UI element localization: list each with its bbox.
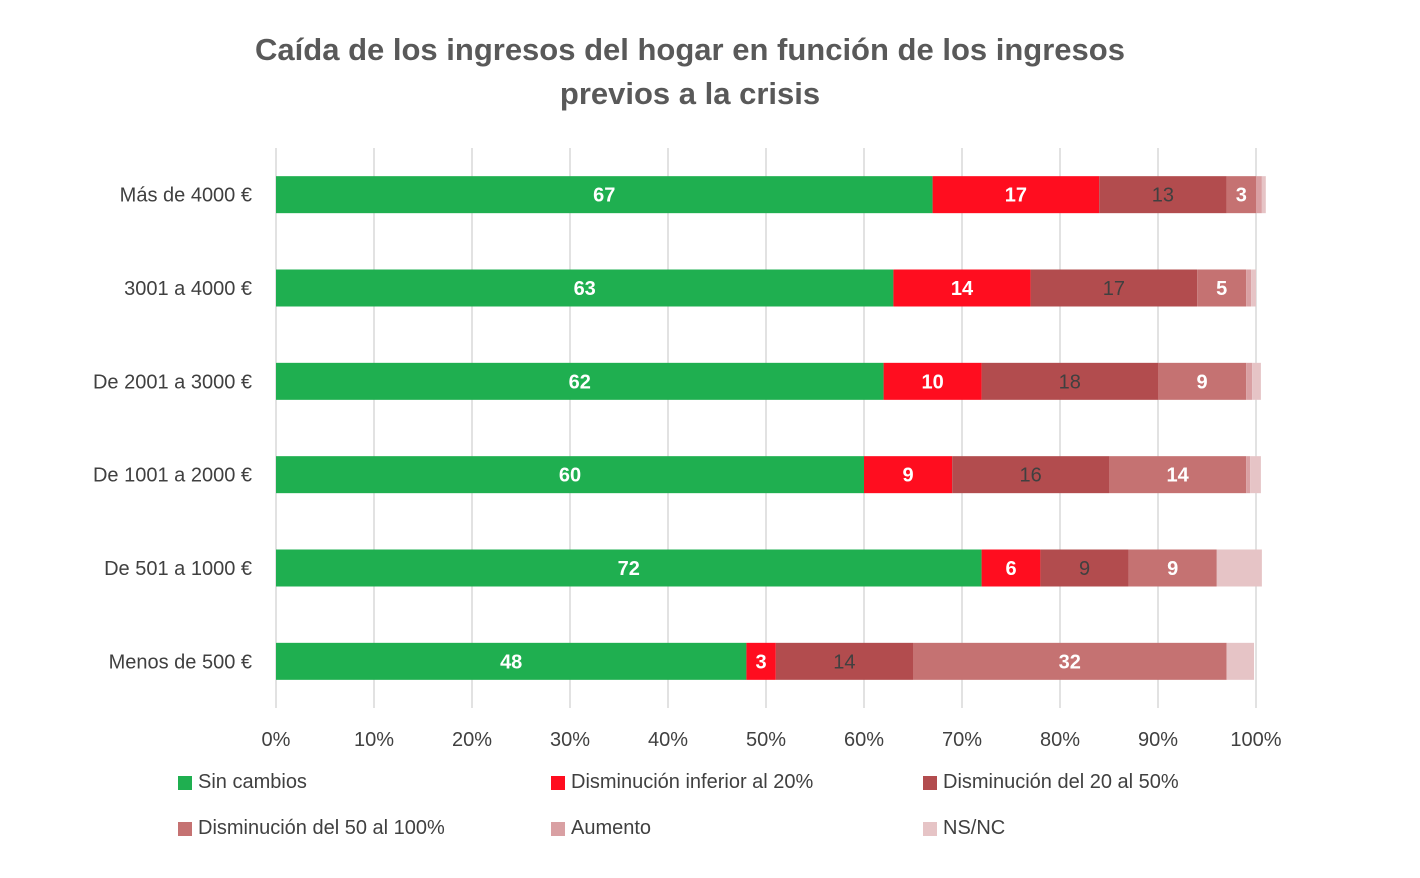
data-label: 63 <box>574 278 596 300</box>
x-tick-label: 80% <box>1040 729 1080 751</box>
chart-title-line-2: previos a la crisis <box>559 76 821 111</box>
data-label: 9 <box>1197 371 1208 393</box>
x-tick-label: 70% <box>942 729 982 751</box>
data-label: 17 <box>1005 185 1027 207</box>
data-label: 60 <box>559 465 581 487</box>
x-tick-label: 40% <box>648 729 688 751</box>
data-label: 13 <box>1152 185 1174 207</box>
data-label: 48 <box>500 651 522 673</box>
bar-segment <box>893 269 1031 307</box>
bar-segment <box>1030 269 1198 307</box>
data-label: 9 <box>903 465 914 487</box>
category-label: De 501 a 1000 € <box>104 558 252 580</box>
category-label: Más de 4000 € <box>120 185 252 207</box>
bar-segment <box>1158 362 1247 400</box>
bar-segment <box>276 642 747 680</box>
legend-label: Disminución del 50 al 100% <box>198 817 445 839</box>
legend-item: Disminución del 50 al 100% <box>178 817 445 840</box>
bar-segment <box>1251 269 1256 307</box>
bar-segment <box>1256 176 1262 214</box>
legend-label: Sin cambios <box>198 771 307 793</box>
data-label: 5 <box>1216 278 1227 300</box>
legend-swatch <box>923 775 937 790</box>
bar-segment <box>883 362 982 400</box>
legend-swatch <box>551 775 565 790</box>
x-tick-label: 90% <box>1138 729 1178 751</box>
x-tick-label: 100% <box>1230 729 1281 751</box>
bar-segment <box>1197 269 1247 307</box>
legend-label: Disminución inferior al 20% <box>571 771 814 793</box>
bar-segment <box>913 642 1227 680</box>
data-label: 9 <box>1167 558 1178 580</box>
x-tick-label: 0% <box>262 729 291 751</box>
bar-segment <box>1246 269 1252 307</box>
chart-title: Caída de los ingresos del hogar en funci… <box>0 28 1380 116</box>
legend-item: Disminución del 20 al 50% <box>923 771 1179 794</box>
x-tick-label: 50% <box>746 729 786 751</box>
bar-segment <box>1216 549 1262 587</box>
legend-swatch <box>923 821 937 836</box>
data-label: 72 <box>618 558 640 580</box>
category-label: De 2001 a 3000 € <box>93 371 252 393</box>
bar-segment <box>276 176 933 214</box>
bar-segment <box>952 456 1109 494</box>
data-label: 14 <box>951 278 974 300</box>
data-label: 67 <box>593 185 615 207</box>
data-label: 3 <box>1236 185 1247 207</box>
bar-segment <box>1246 362 1253 400</box>
bar-segment <box>276 362 884 400</box>
category-label: Menos de 500 € <box>109 651 252 673</box>
legend-label: NS/NC <box>943 817 1006 839</box>
legend-swatch <box>178 821 192 836</box>
data-label: 10 <box>921 371 943 393</box>
data-label: 14 <box>1166 465 1189 487</box>
bar-segment <box>1109 456 1247 494</box>
legend-item: Sin cambios <box>178 771 307 794</box>
x-tick-label: 60% <box>844 729 884 751</box>
bar-segment <box>1246 456 1251 494</box>
bar-segment <box>981 362 1158 400</box>
bar-segment <box>1226 642 1255 680</box>
data-label: 3 <box>756 651 767 673</box>
bar-segment <box>1099 176 1227 214</box>
chart-title-line-1: Caída de los ingresos del hogar en funci… <box>255 32 1125 67</box>
data-label: 32 <box>1059 651 1081 673</box>
x-tick-label: 10% <box>354 729 394 751</box>
bar-segment <box>932 176 1100 214</box>
bar-segment <box>746 642 776 680</box>
data-label: 16 <box>1019 465 1041 487</box>
category-label: 3001 a 4000 € <box>124 278 252 300</box>
bar-segment <box>276 549 982 587</box>
data-label: 18 <box>1059 371 1081 393</box>
legend-swatch <box>178 775 192 790</box>
bar-segment <box>1040 549 1129 587</box>
data-label: 62 <box>569 371 591 393</box>
legend-item: NS/NC <box>923 817 1005 840</box>
legend-item: Disminución inferior al 20% <box>551 771 813 794</box>
bar-segment <box>1250 456 1261 494</box>
data-label: 17 <box>1103 278 1125 300</box>
bar-segment <box>1261 176 1266 214</box>
bar-segment <box>276 269 894 307</box>
legend-label: Disminución del 20 al 50% <box>943 771 1179 793</box>
bar-segment <box>981 549 1041 587</box>
x-tick-label: 20% <box>452 729 492 751</box>
bar-segment <box>1128 549 1217 587</box>
data-label: 9 <box>1079 558 1090 580</box>
bar-segment <box>1252 362 1261 400</box>
legend-label: Aumento <box>571 817 652 839</box>
data-label: 14 <box>833 651 855 673</box>
bar-segment <box>864 456 953 494</box>
bar-segment <box>775 642 913 680</box>
bar-segment <box>1226 176 1256 214</box>
legend-swatch <box>551 821 565 836</box>
category-label: De 1001 a 2000 € <box>93 465 252 487</box>
bar-segment <box>276 456 864 494</box>
data-label: 6 <box>1005 558 1016 580</box>
legend-item: Aumento <box>551 817 651 840</box>
x-tick-label: 30% <box>550 729 590 751</box>
